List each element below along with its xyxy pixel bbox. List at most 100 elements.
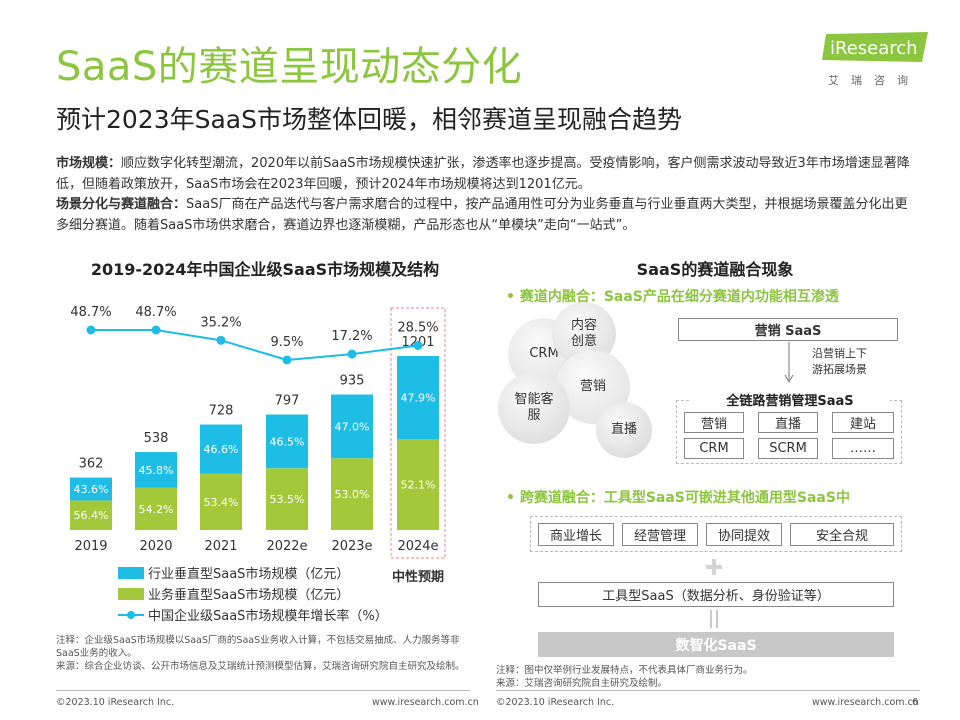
grid-box: SCRM (758, 438, 818, 459)
general-saas-group (530, 516, 902, 552)
footer-url-right[interactable]: www.iresearch.com.cn (812, 697, 919, 708)
bar-industry-label: 47.0% (335, 420, 370, 433)
paragraph-text: SaaS厂商在产品迭代与客户需求磨合的过程中，按产品通用性可分为业务垂直与行业垂… (56, 197, 908, 233)
bar-industry (397, 356, 439, 440)
x-tick-label: 2019 (74, 539, 107, 554)
growth-point (151, 325, 161, 335)
bar-business (200, 473, 242, 530)
legend-growth: 中国企业级SaaS市场规模年增长率（%） (118, 604, 388, 625)
paragraph-text: 顺应数字化转型潮流，2020年以前SaaS市场规模快速扩张，渗透率也逐步提高。受… (56, 156, 910, 192)
growth-label: 48.7% (70, 305, 111, 320)
page-number: 6 (912, 697, 919, 708)
growth-label: 48.7% (135, 305, 176, 320)
bar-business (397, 439, 439, 530)
grid-box: 营销 (684, 412, 744, 433)
growth-label: 17.2% (331, 329, 372, 344)
bar-business-label: 52.1% (401, 479, 436, 492)
row-box: 安全合规 (790, 523, 894, 546)
grid-box: …… (832, 438, 894, 459)
tool-saas-box: 工具型SaaS（数据分析、身份验证等） (538, 582, 894, 607)
bar-industry (266, 414, 308, 469)
iresearch-logo: iResearch 艾瑞咨询 (822, 32, 932, 92)
chart-title: 2019-2024年中国企业级SaaS市场规模及结构 (90, 260, 440, 279)
paragraph-scene: 场景分化与赛道融合：SaaS厂商在产品迭代与客户需求磨合的过程中，按产品通用性可… (56, 195, 916, 236)
legend-industry: 行业垂直型SaaS市场规模（亿元） (118, 562, 388, 583)
footer-rule-left (56, 690, 470, 691)
x-tick-label: 2022e (266, 539, 307, 554)
bar-total-label: 728 (209, 404, 234, 419)
growth-label: 35.2% (200, 315, 241, 330)
bar-total-label: 935 (340, 374, 365, 389)
row-box: 协同提效 (706, 523, 782, 546)
logo-shape: iResearch (822, 32, 928, 62)
legend-label: 行业垂直型SaaS市场规模（亿元） (148, 567, 350, 582)
equals-arrow-icon (710, 610, 718, 628)
bar-business (331, 458, 373, 530)
bubble-live: 直播 (596, 402, 652, 458)
source-text: 来源：艾瑞咨询研究院自主研究及绘制。 (496, 678, 668, 689)
note-text: 注释：图中仅举例行业发展特点，不代表具体厂商业务行为。 (496, 665, 753, 676)
bar-business (266, 468, 308, 530)
page-title: SaaS的赛道呈现动态分化 (56, 44, 523, 90)
grid-box: 建站 (832, 412, 894, 433)
bubble-service: 智能客服 (498, 372, 570, 444)
bullet-intra-track: • 赛道内融合：SaaS产品在细分赛道内功能相互渗透 (506, 289, 839, 305)
x-tick-label: 2021 (204, 539, 237, 554)
x-tick-label: 2024e (397, 539, 438, 554)
bar-business-label: 54.2% (139, 503, 174, 516)
arrow-note-line: 游拓展场景 (812, 363, 867, 376)
bar-line-chart: 56.4% 43.6% 362 2019 54.2% 45.8% 538 2020 53.4% 4… (70, 305, 446, 559)
plus-icon (706, 559, 722, 575)
footer-rule-right (496, 690, 920, 691)
growth-line (91, 329, 419, 362)
note-text: 注释：企业级SaaS市场规模以SaaS厂商的SaaS业务收入计算，不包括交易抽成… (56, 635, 460, 659)
logo-text: iResearch (830, 38, 918, 59)
notes-left: 注释：企业级SaaS市场规模以SaaS厂商的SaaS业务收入计算，不包括交易抽成… (56, 634, 468, 673)
growth-point (86, 325, 96, 335)
legend-swatch (118, 609, 144, 621)
growth-point (347, 349, 357, 359)
marketing-saas-box: 营销 SaaS (678, 318, 898, 341)
forecast-highlight-box (390, 307, 446, 559)
footer-url-left[interactable]: www.iresearch.com.cn (372, 697, 479, 708)
legend-label: 业务垂直型SaaS市场规模（亿元） (148, 588, 350, 603)
bar-total-label: 797 (275, 394, 300, 409)
source-text: 来源：综合企业访谈、公开市场信息及艾瑞统计预测模型估算，艾瑞咨询研究院自主研究及… (56, 661, 465, 672)
arrow-note-line: 沿营销上下 (812, 347, 867, 360)
chart-legend: 行业垂直型SaaS市场规模（亿元） 业务垂直型SaaS市场规模（亿元） 中国企业… (118, 562, 388, 625)
bar-industry-label: 43.6% (74, 483, 109, 496)
legend-swatch (118, 566, 144, 579)
bar-business-label: 56.4% (74, 509, 109, 522)
down-arrow-icon (784, 342, 794, 384)
legend-swatch (118, 587, 144, 600)
intro-paragraphs: 市场规模：顺应数字化转型潮流，2020年以前SaaS市场规模快速扩张，渗透率也逐… (56, 154, 916, 236)
x-tick-label: 2020 (139, 539, 172, 554)
page-subtitle: 预计2023年SaaS市场整体回暖，相邻赛道呈现融合趋势 (56, 105, 683, 134)
digital-saas-bar: 数智化SaaS (538, 632, 894, 657)
footer-copyright-right: ©2023.10 iResearch Inc. (496, 697, 615, 708)
paragraph-label: 场景分化与赛道融合： (56, 197, 187, 212)
row-box: 商业增长 (538, 523, 614, 546)
logo-cn-text: 艾瑞咨询 (828, 74, 920, 87)
bar-industry-label: 46.6% (204, 443, 239, 456)
grid-box: CRM (684, 438, 744, 459)
group-title: 全链路营销管理SaaS (690, 390, 890, 409)
bar-total-label: 538 (144, 431, 169, 446)
bar-industry (135, 452, 177, 488)
paragraph-market-size: 市场规模：顺应数字化转型潮流，2020年以前SaaS市场规模快速扩张，渗透率也逐… (56, 154, 916, 195)
row-box: 经营管理 (622, 523, 698, 546)
bar-industry-label: 46.5% (270, 435, 305, 448)
bullet-cross-track: • 跨赛道融合：工具型SaaS可嵌进其他通用型SaaS中 (506, 490, 850, 506)
bar-business (135, 487, 177, 530)
growth-point (282, 355, 292, 365)
right-panel-title: SaaS的赛道融合现象 (636, 260, 794, 279)
neutral-forecast-label: 中性预期 (392, 570, 445, 585)
footer-copyright-left: ©2023.10 iResearch Inc. (56, 697, 175, 708)
bar-industry-label: 45.8% (139, 464, 174, 477)
bar-business-label: 53.4% (204, 496, 239, 509)
legend-label: 中国企业级SaaS市场规模年增长率（%） (148, 609, 388, 624)
bar-industry (331, 394, 373, 459)
growth-label: 9.5% (270, 335, 303, 350)
notes-right: 注释：图中仅举例行业发展特点，不代表具体厂商业务行为。 来源：艾瑞咨询研究院自主… (496, 664, 916, 690)
grid-box: 直播 (758, 412, 818, 433)
